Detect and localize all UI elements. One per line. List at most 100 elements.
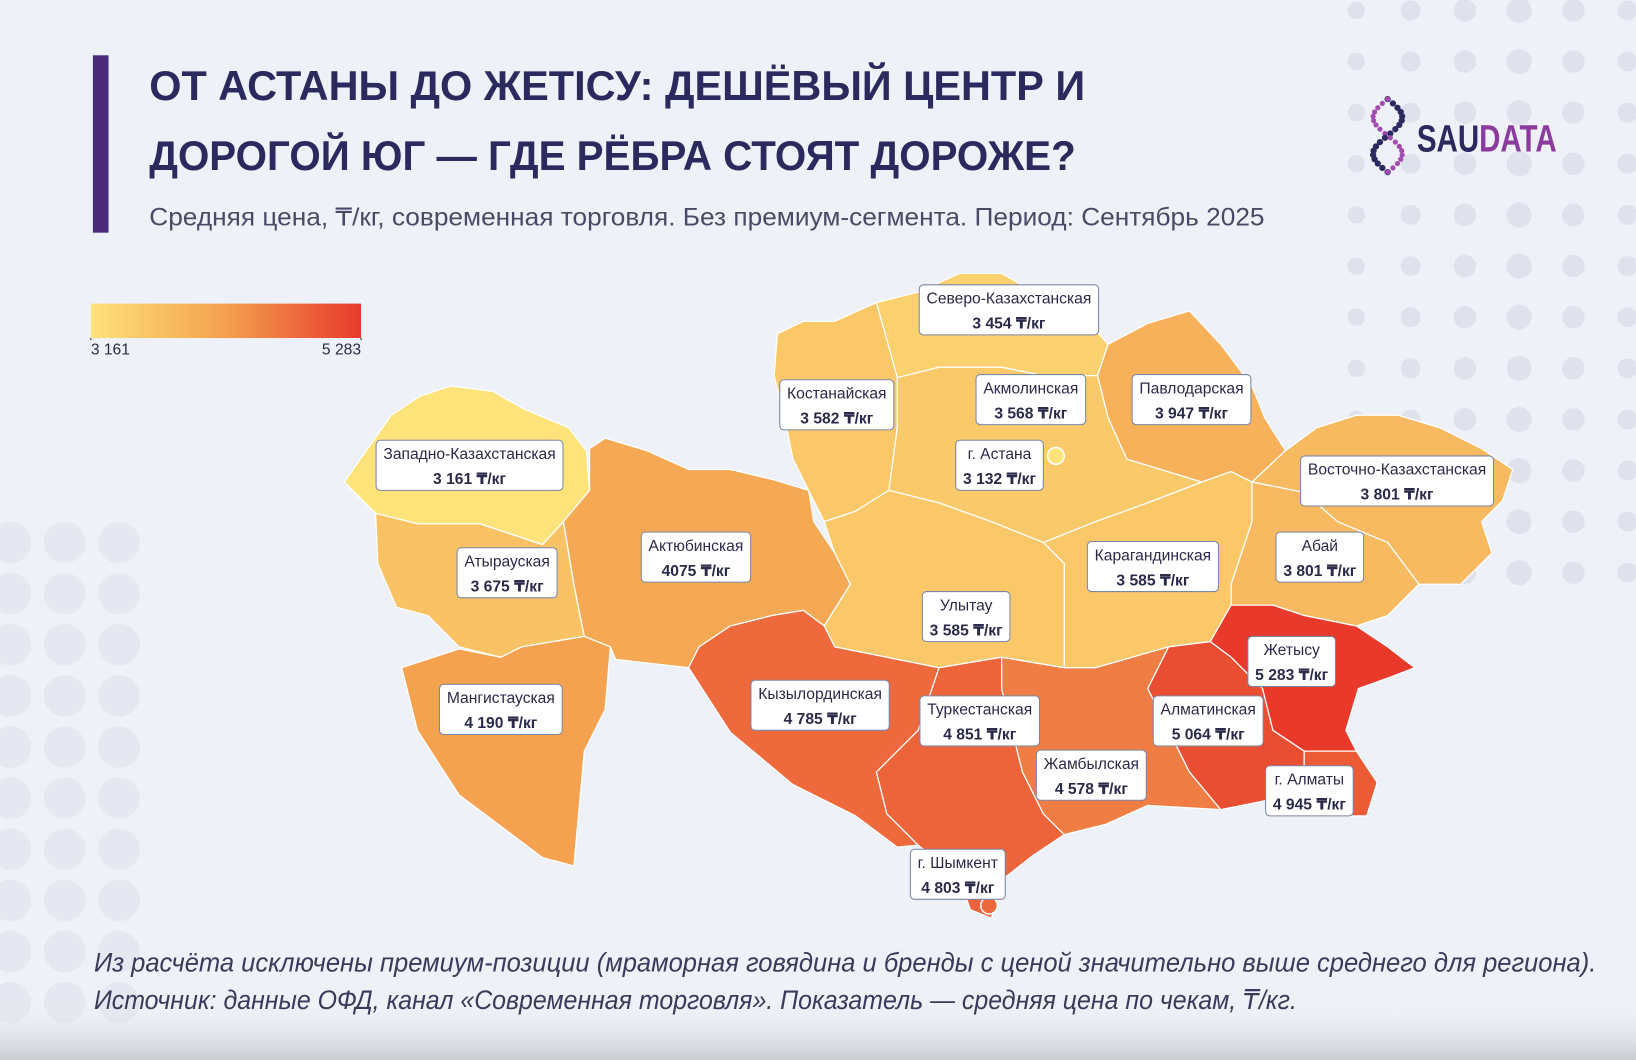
region-name: Западно-Казахстанская: [383, 446, 555, 463]
decor-dot: [98, 521, 140, 564]
decor-dot: [1617, 562, 1636, 583]
logo-dot: [1392, 139, 1398, 145]
decor-dot: [1617, 256, 1636, 277]
logo-dot: [1381, 134, 1389, 141]
region-labels: Северо-Казахстанская 3 454 ₸/кг Костанайск…: [375, 284, 1495, 900]
title-line: ОТ АСТАНЫ ДО ЖЕТІСУ: ДЕШЁВЫЙ ЦЕНТР И: [149, 61, 1085, 109]
decor-dot: [0, 930, 32, 973]
decor-dot: [43, 675, 86, 717]
region-name: Алматинская: [1161, 702, 1256, 719]
region-label: г. Шымкент 4 803 ₸/кг: [909, 848, 1006, 900]
decor-dot: [1453, 357, 1477, 380]
decor-dot: [1453, 254, 1477, 278]
region-value: 3 585 ₸/кг: [1116, 572, 1189, 589]
decor-dot: [1453, 0, 1477, 22]
decor-dot: [98, 675, 140, 717]
decor-dot: [98, 777, 140, 819]
decor-dot: [98, 879, 140, 922]
region-label: Карагандинская 3 585 ₸/кг: [1086, 540, 1219, 593]
label-box: [918, 284, 1100, 336]
decor-dots: [0, 0, 1636, 973]
region-name: Костанайская: [787, 386, 886, 403]
region-value: 4 785 ₸/кг: [784, 711, 857, 728]
decor-dot: [1562, 0, 1585, 22]
logo-dot: [1373, 122, 1379, 128]
logo-dot: [1394, 160, 1401, 167]
region-label: Улытау 3 585 ₸/кг: [921, 591, 1011, 643]
region-value: 3 582 ₸/кг: [800, 411, 873, 428]
title-line: ДОРОГОЙ ЮГ — ГДЕ РЁБРА СТОЯТ ДОРОЖЕ?: [149, 131, 1075, 179]
decor-dot: [0, 675, 32, 717]
logo-dot: [1387, 130, 1394, 137]
region-value: 4 578 ₸/кг: [1055, 781, 1128, 798]
logo-dot: [1396, 121, 1403, 129]
region-name: Павлодарская: [1139, 380, 1243, 397]
decor-dot: [1400, 102, 1421, 123]
logo-dot: [1389, 100, 1397, 107]
decor-dot: [1617, 511, 1636, 532]
logo-dot: [1379, 164, 1386, 171]
decor-dot: [1506, 49, 1532, 75]
decor-dot: [0, 623, 32, 666]
logo-dot: [1377, 126, 1383, 132]
decor-dot: [0, 521, 32, 564]
region-name: Жамбылская: [1044, 756, 1139, 773]
colorbar-tick-label: 3 161: [91, 342, 130, 359]
decor-dot: [1562, 101, 1585, 124]
region-name: Улытау: [940, 597, 993, 614]
logo-dot: [1374, 160, 1381, 167]
decor-dot: [1617, 204, 1636, 225]
region-label: Западно-Казахстанская 3 161 ₸/кг: [375, 439, 564, 491]
region-value: 4075 ₸/кг: [662, 563, 731, 580]
decor-dot: [1562, 152, 1585, 176]
region-name: Кызылординская: [758, 686, 882, 703]
decor-dot: [1400, 51, 1421, 72]
region-label: г. Алматы 4 945 ₸/кг: [1265, 765, 1354, 817]
label-box: [456, 547, 558, 599]
logo-dot: [1385, 169, 1391, 175]
decor-dot: [1617, 51, 1636, 72]
decor-dot: [43, 828, 86, 871]
decor-dot: [43, 572, 86, 615]
decor-dot: [1400, 204, 1421, 225]
region-label: Актюбинская 4075 ₸/кг: [640, 531, 752, 583]
decor-dot: [1347, 257, 1366, 275]
decor-dot: [1506, 253, 1532, 279]
decor-dot: [98, 623, 140, 666]
decor-dot: [1562, 254, 1585, 278]
decor-dot: [1506, 509, 1532, 535]
label-box: [1131, 374, 1252, 426]
label-box: [955, 439, 1044, 491]
label-box: [640, 531, 752, 583]
decor-dot: [1347, 206, 1366, 224]
region-label: Жамбылская 4 578 ₸/кг: [1035, 749, 1147, 801]
decor-dot: [1506, 406, 1532, 432]
region-value: 3 947 ₸/кг: [1155, 405, 1228, 422]
region-value: 3 161 ₸/кг: [433, 471, 506, 488]
label-box: [921, 591, 1011, 643]
decor-dot: [1562, 408, 1585, 431]
label-box: [1300, 455, 1495, 507]
region-value: 4 851 ₸/кг: [943, 727, 1016, 744]
decor-dot: [1562, 561, 1585, 585]
region-label: Алматинская 5 064 ₸/кг: [1152, 695, 1264, 747]
logo-dot: [1371, 156, 1378, 163]
title-bar: [92, 55, 109, 233]
decor-dot: [1506, 304, 1532, 330]
decor-dot: [1617, 460, 1636, 481]
decor-dot: [1617, 153, 1636, 174]
logo-dot: [1390, 165, 1396, 171]
region-name: Абай: [1302, 538, 1338, 555]
decor-dot: [1506, 355, 1532, 381]
region-label: Восточно-Казахстанская 3 801 ₸/кг: [1300, 455, 1495, 507]
region-label: Мангистауская 4 190 ₸/кг: [438, 683, 563, 736]
logo-dot: [1392, 126, 1399, 133]
colorbar-tick-label: 5 283: [322, 342, 361, 359]
label-box: [750, 679, 890, 731]
decor-dot: [1453, 152, 1477, 176]
logo: SAUDATA: [1369, 95, 1557, 176]
decor-dot: [43, 777, 86, 819]
decor-dot: [1347, 308, 1366, 326]
decor-dot: [0, 726, 32, 768]
decor-dot: [43, 930, 86, 973]
